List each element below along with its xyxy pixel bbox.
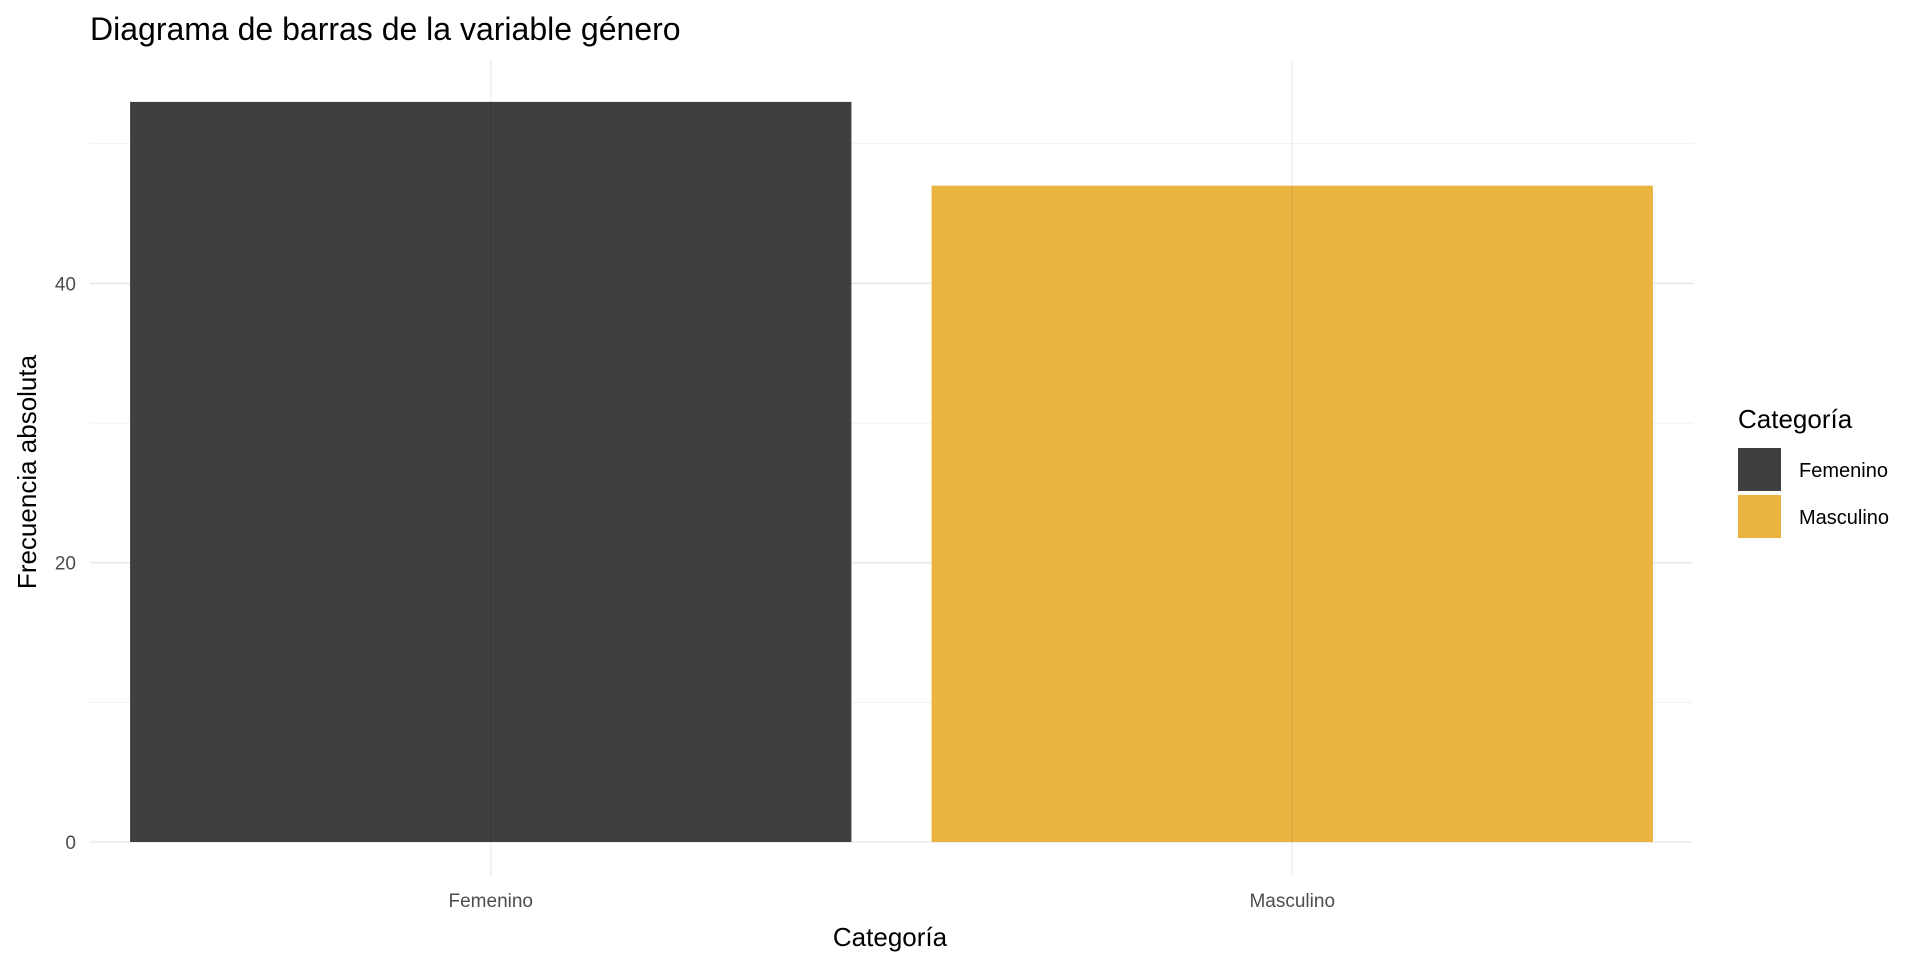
x-axis-title: Categoría <box>833 922 948 952</box>
bars <box>130 101 1653 842</box>
y-tick-label: 20 <box>55 554 76 575</box>
vertical-grid-lines <box>490 60 1293 876</box>
y-tick-label: 0 <box>65 833 76 854</box>
legend-title: Categoría <box>1738 404 1853 434</box>
x-tick-label: Femenino <box>449 891 534 912</box>
y-axis-title: Frecuencia absoluta <box>12 354 42 589</box>
legend-label: Femenino <box>1799 460 1888 482</box>
legend: Categoría Femenino Masculino <box>1738 404 1889 538</box>
chart-title: Diagrama de barras de la variable género <box>90 11 681 47</box>
x-axis-ticks: Femenino Masculino <box>449 891 1336 912</box>
bar-masculino <box>931 185 1653 842</box>
legend-swatch <box>1738 448 1781 491</box>
y-axis-ticks: 0 20 40 <box>55 274 76 854</box>
legend-swatch <box>1738 495 1781 538</box>
legend-items: Femenino Masculino <box>1738 448 1889 538</box>
legend-label: Masculino <box>1799 507 1889 529</box>
y-tick-label: 40 <box>55 274 76 295</box>
bar-femenino <box>130 101 852 842</box>
x-tick-label: Masculino <box>1249 891 1335 912</box>
